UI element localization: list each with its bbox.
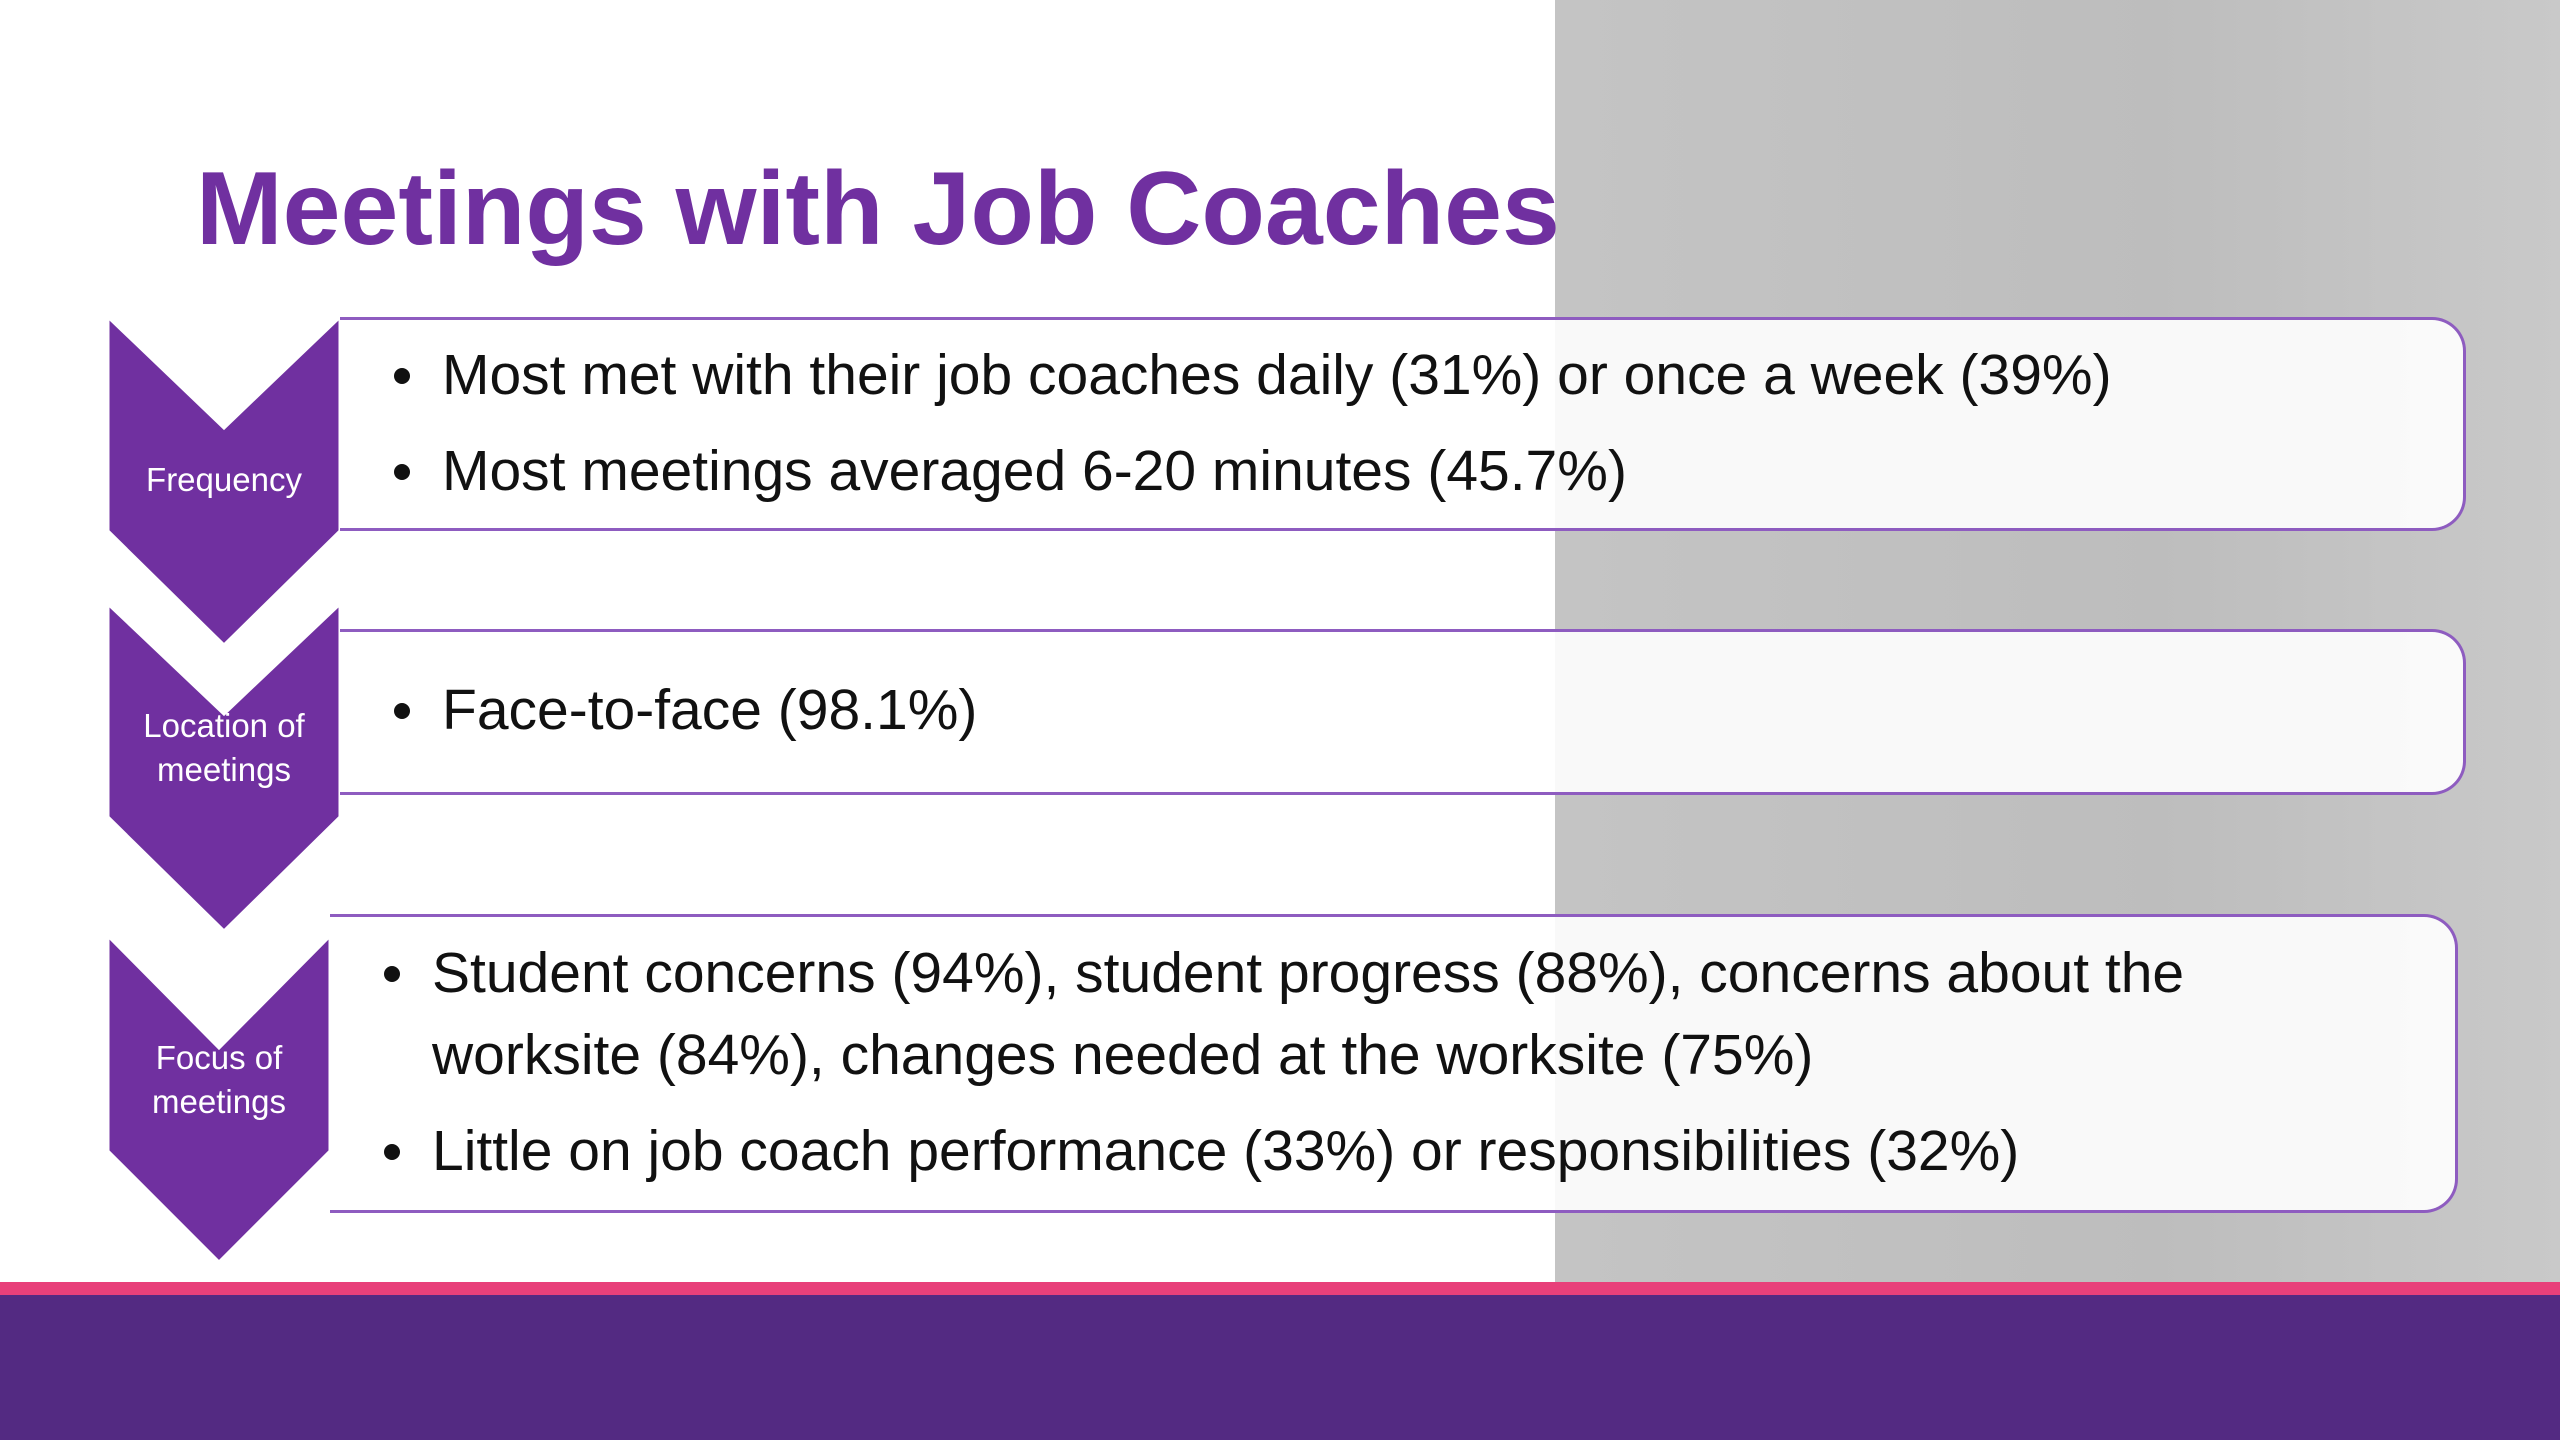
content-box <box>340 629 2466 795</box>
bullet: Most meetings averaged 6-20 minutes (45.… <box>386 430 2446 512</box>
bullet-list: Student concerns (94%), student progress… <box>376 932 2376 1206</box>
row-label: Location of meetings <box>143 707 305 788</box>
row-label: Focus of meetings <box>152 1039 286 1120</box>
bullet-list: Face-to-face (98.1%) <box>386 669 2446 765</box>
chevron <box>106 600 342 934</box>
content-box <box>330 914 2458 1213</box>
bullet-list: Most met with their job coaches daily (3… <box>386 334 2446 526</box>
chevron <box>106 313 342 648</box>
pink-stripe <box>0 1282 2560 1295</box>
slide-title: Meetings with Job Coaches <box>196 151 1560 267</box>
row-label: Frequency <box>146 461 302 498</box>
bullet: Student concerns (94%), student progress… <box>376 932 2376 1096</box>
content-box <box>340 317 2466 531</box>
bullet: Face-to-face (98.1%) <box>386 669 2446 751</box>
footer-band <box>0 1295 2560 1440</box>
bullet: Most met with their job coaches daily (3… <box>386 334 2446 416</box>
bullet: Little on job coach performance (33%) or… <box>376 1110 2376 1192</box>
